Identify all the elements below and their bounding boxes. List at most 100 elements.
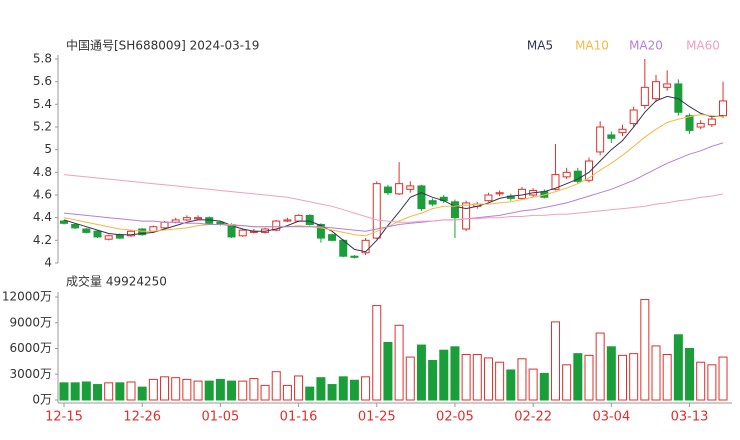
volume-bar	[81, 381, 91, 401]
volume-bar	[238, 380, 248, 401]
volume-bar	[160, 376, 170, 401]
ma-line	[63, 95, 724, 253]
volume-bar	[171, 377, 181, 401]
ma-line	[63, 174, 724, 223]
volume-bar	[305, 386, 315, 401]
volume-bar	[539, 372, 549, 401]
candle-body	[607, 134, 616, 139]
volume-title: 成交量 49924250	[66, 274, 167, 289]
y-tick-label: 5	[44, 142, 52, 156]
candle-body	[551, 174, 560, 190]
volume-bar	[662, 354, 672, 401]
volume-bar	[495, 361, 505, 401]
y-tick-label: 4.2	[33, 233, 52, 247]
volume-bar	[182, 378, 192, 401]
volume-bar	[450, 346, 460, 401]
y-tick-label: 5.6	[33, 74, 52, 88]
volume-bar	[294, 375, 304, 401]
volume-bar	[550, 321, 560, 401]
volume-bar	[416, 344, 426, 401]
candle-body	[238, 229, 247, 237]
candle-body	[618, 128, 627, 134]
candle-body	[82, 228, 91, 233]
volume-bar	[282, 384, 292, 401]
volume-bar	[405, 356, 415, 401]
candle-body	[640, 86, 649, 106]
volume-bar	[651, 345, 661, 401]
candle-body	[696, 123, 705, 128]
candle-body	[462, 202, 471, 230]
volume-bar	[517, 358, 527, 401]
candle-body	[316, 223, 325, 239]
volume-bar	[215, 378, 225, 401]
volume-tick-label: 6000万	[9, 341, 52, 355]
chart-title: 中国通号[SH688009] 2024-03-19	[66, 38, 259, 53]
candle-body	[652, 81, 661, 100]
volume-bar	[227, 380, 237, 401]
y-tick-label: 4.4	[33, 210, 52, 224]
legend-item: MA20	[629, 39, 663, 53]
volume-bar	[338, 376, 348, 401]
volume-bar	[349, 379, 359, 401]
volume-tick-label: 9000万	[9, 315, 52, 329]
volume-bar	[640, 299, 650, 401]
candle-body	[383, 186, 392, 194]
candle-body	[495, 192, 504, 195]
volume-bar	[685, 348, 695, 401]
candle-body	[707, 118, 716, 126]
volume-bar	[584, 354, 594, 401]
legend-item: MA10	[575, 39, 609, 53]
volume-bar	[394, 324, 404, 401]
volume-bar	[461, 354, 471, 401]
candle-body	[685, 115, 694, 131]
candle-body	[160, 221, 169, 229]
candle-body	[194, 217, 203, 220]
volume-bar	[249, 378, 259, 401]
volume-bar	[93, 384, 103, 401]
candle-body	[562, 171, 571, 178]
y-tick-label: 4	[44, 256, 52, 270]
volume-tick-label: 0万	[32, 393, 52, 407]
candle-body	[104, 235, 113, 240]
volume-bar	[573, 353, 583, 401]
y-tick-label: 5.2	[33, 120, 52, 134]
volume-bar	[104, 382, 114, 401]
candle-body	[395, 183, 404, 195]
volume-bar	[383, 341, 393, 401]
x-tick-label: 02-05	[436, 410, 474, 425]
volume-bar	[137, 386, 147, 401]
volume-bar	[606, 346, 616, 401]
candle-body	[328, 234, 337, 241]
candle-body	[93, 230, 102, 238]
volume-bar	[59, 382, 69, 401]
candle-body	[283, 219, 292, 222]
legend-item: MA60	[686, 39, 720, 53]
candle-body	[629, 109, 638, 125]
volume-bar	[562, 364, 572, 401]
volume-tick-label: 12000万	[2, 290, 52, 304]
volume-bar	[707, 364, 717, 401]
volume-bar	[361, 376, 371, 401]
volume-bar	[506, 369, 516, 401]
x-tick-label: 03-04	[592, 410, 630, 425]
volume-bar	[673, 334, 683, 401]
y-tick-label: 4.8	[33, 165, 52, 179]
volume-bar	[428, 360, 438, 401]
x-tick-label: 01-05	[201, 410, 239, 425]
volume-bar	[718, 356, 728, 401]
candle-body	[450, 201, 459, 219]
candle-body	[60, 220, 68, 224]
volume-bar	[696, 361, 706, 401]
candle-body	[406, 185, 415, 190]
candle-body	[663, 83, 672, 88]
y-tick-label: 5.8	[33, 52, 52, 66]
candle-body	[517, 188, 526, 199]
y-tick-label: 5.4	[33, 97, 52, 111]
volume-bar	[472, 354, 482, 401]
candle-body	[71, 223, 80, 229]
candle-body	[127, 230, 136, 237]
volume-bar	[595, 332, 605, 401]
candle-body	[484, 194, 493, 202]
candle-body	[428, 200, 437, 205]
